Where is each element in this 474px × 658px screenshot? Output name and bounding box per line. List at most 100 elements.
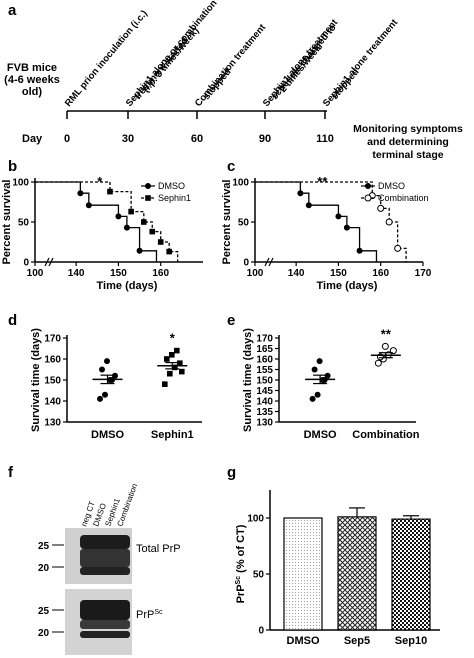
data-point xyxy=(172,364,178,371)
axis-break xyxy=(48,257,54,267)
y-tick-label: 150 xyxy=(256,376,273,387)
y-tick-label: 50 xyxy=(238,218,250,229)
timeline-day-value: 60 xyxy=(191,133,203,145)
censor-mark xyxy=(77,190,84,197)
significance-annotation: * xyxy=(97,174,103,189)
censor-mark xyxy=(128,208,134,215)
y-tick-label: 0 xyxy=(23,258,29,269)
x-axis-label: Time (days) xyxy=(97,280,158,292)
category-label: Combination xyxy=(352,429,419,441)
x-tick-label: 170 xyxy=(415,268,432,279)
x-tick-label: 150 xyxy=(330,268,347,279)
timeline-mouse-label-line: FVB mice xyxy=(7,62,57,74)
censor-mark xyxy=(377,204,385,212)
y-axis-label: PrPSc (% of CT) xyxy=(235,524,247,603)
legend-marker xyxy=(364,194,372,202)
y-axis-label: Percent survival xyxy=(221,180,233,265)
censor-mark xyxy=(85,202,92,209)
y-axis-label: Survival time (days) xyxy=(242,328,254,432)
legend-label: DMSO xyxy=(378,181,405,191)
blot-bottom-band-25 xyxy=(80,600,130,620)
y-tick-label: 170 xyxy=(256,334,273,345)
blot-bottom-band-mid xyxy=(80,620,130,629)
censor-mark xyxy=(356,247,363,254)
data-point xyxy=(167,370,173,377)
y-tick-label: 155 xyxy=(256,365,273,376)
y-tick-label: 50 xyxy=(253,570,265,581)
axis-break xyxy=(44,257,50,267)
timeline-mouse-label-line: old) xyxy=(22,86,42,98)
censor-mark xyxy=(343,224,350,231)
y-axis-label-sup: Sc xyxy=(235,576,242,585)
y-axis-label-main: PrP xyxy=(235,584,247,603)
y-tick-label: 130 xyxy=(256,418,273,429)
timeline-mouse-label-line: (4-6 weeks xyxy=(4,74,60,86)
y-tick-label: 135 xyxy=(256,407,273,418)
blot-top-marker-25: 25 xyxy=(38,541,50,552)
y-tick-label: 145 xyxy=(256,386,273,397)
y-tick-label: 100 xyxy=(247,514,264,525)
y-tick-label: 0 xyxy=(243,258,249,269)
legend-marker xyxy=(145,183,151,189)
significance-annotation: ** xyxy=(381,326,392,341)
data-point xyxy=(97,395,103,402)
blot-bottom-label-main: PrP xyxy=(136,609,154,621)
y-tick-label: 160 xyxy=(256,355,273,366)
blot-bottom-marker-20: 20 xyxy=(38,628,50,639)
legend-marker xyxy=(145,195,151,201)
blot-bottom-label-sup: Sc xyxy=(154,609,163,616)
x-tick-label: 160 xyxy=(152,268,169,279)
legend-marker xyxy=(365,183,371,189)
y-axis-label: Survival time (days) xyxy=(30,328,42,432)
panel-label-f: f xyxy=(8,464,14,481)
y-axis-label-rest: (% of CT) xyxy=(235,524,247,576)
censor-mark xyxy=(123,224,130,231)
timeline-day-value: 0 xyxy=(64,133,70,145)
panel-label-b: b xyxy=(8,158,17,175)
censor-mark xyxy=(305,202,312,209)
censor-mark xyxy=(149,228,156,235)
data-point xyxy=(316,358,323,365)
y-tick-label: 170 xyxy=(44,334,61,345)
timeline-monitoring-line: terminal stage xyxy=(372,149,443,161)
data-point xyxy=(169,352,175,358)
blot-top-marker-20: 20 xyxy=(38,563,50,574)
legend-label: Sephin1 xyxy=(158,193,191,203)
data-point xyxy=(309,395,316,402)
blot-top-band-smear xyxy=(80,549,130,567)
y-tick-label: 140 xyxy=(44,397,61,408)
y-tick-label: 100 xyxy=(12,178,29,189)
x-tick-label: 160 xyxy=(372,268,389,279)
category-label: Sep5 xyxy=(344,635,370,647)
y-tick-label: 130 xyxy=(44,418,61,429)
blot-top-band-20 xyxy=(80,567,130,575)
data-point xyxy=(162,381,168,387)
panel-label-d: d xyxy=(8,312,17,329)
y-tick-label: 165 xyxy=(256,344,273,355)
panel-label-c: c xyxy=(227,158,235,175)
timeline-day-label: Day xyxy=(22,133,43,145)
censor-mark xyxy=(136,247,143,254)
y-tick-label: 0 xyxy=(258,626,264,637)
data-point xyxy=(314,391,321,398)
data-point xyxy=(102,391,108,398)
timeline-monitoring-line: Monitoring symptoms xyxy=(353,123,463,135)
data-point xyxy=(381,342,389,350)
data-point xyxy=(179,368,185,375)
bar-dmso xyxy=(283,517,323,631)
axis-break xyxy=(268,257,274,267)
bar-sep10 xyxy=(391,518,431,631)
y-tick-label: 50 xyxy=(18,218,30,229)
category-label: DMSO xyxy=(91,429,124,441)
censor-mark xyxy=(115,213,122,220)
censor-mark xyxy=(157,239,164,245)
panel-label-e: e xyxy=(227,312,235,329)
data-point xyxy=(112,372,118,379)
western-blot: neg CT DMSO Sephin1 Combination 25 20 25… xyxy=(38,482,181,655)
axis-break xyxy=(264,257,270,267)
x-tick-label: 100 xyxy=(247,268,264,279)
